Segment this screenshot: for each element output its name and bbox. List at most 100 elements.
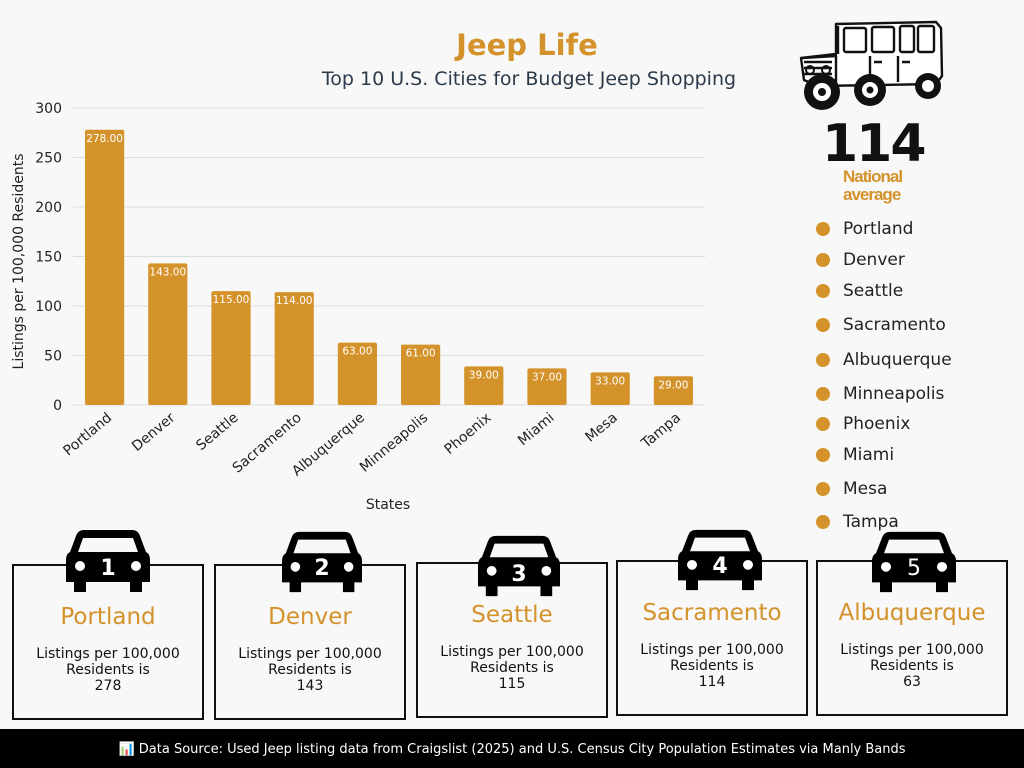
- car-icon-shape: [478, 535, 560, 597]
- rank-number: 3: [511, 562, 527, 587]
- bar: [85, 129, 125, 405]
- data-label: 63.00: [342, 346, 372, 358]
- card-city: Portland: [60, 604, 156, 630]
- rank-number: 1: [100, 556, 116, 581]
- rank-card: Albuquerque Listings per 100,000 Residen…: [816, 560, 1008, 716]
- bar: [401, 344, 441, 405]
- legend-label: Phoenix: [843, 414, 911, 434]
- legend-item: Minneapolis: [816, 384, 944, 404]
- card-line2: Residents is: [670, 658, 754, 674]
- car-icon-shape: [678, 529, 762, 591]
- data-label: 39.00: [469, 369, 499, 381]
- legend-label: Miami: [843, 445, 895, 465]
- bar: [590, 372, 630, 405]
- y-tick-label: 50: [44, 349, 62, 365]
- card-value: 278: [94, 678, 122, 694]
- legend-label: Minneapolis: [843, 384, 945, 404]
- rank-number: 4: [712, 554, 728, 579]
- card-line1: Listings per 100,000: [640, 642, 784, 658]
- card-line1: Listings per 100,000: [36, 646, 180, 662]
- x-tick-label: Denver: [129, 410, 178, 455]
- bar: [148, 263, 188, 405]
- data-label: 143.00: [149, 266, 186, 278]
- x-tick-label: Mesa: [582, 410, 620, 446]
- national-average-label-line2: average: [843, 185, 901, 204]
- y-tick-label: 150: [35, 250, 62, 266]
- national-average-label: National average: [843, 167, 903, 204]
- y-axis-label: Listings per 100,000 Residents: [11, 154, 27, 370]
- legend-dot: [816, 253, 830, 267]
- card-value: 63: [903, 674, 921, 690]
- data-label: 29.00: [658, 379, 688, 391]
- legend-label: Tampa: [843, 512, 899, 532]
- card-description: Listings per 100,000 Residents is 115: [418, 644, 606, 692]
- legend-dot: [816, 417, 830, 431]
- card-city: Denver: [268, 604, 352, 630]
- footer: 📊 Data Source: Used Jeep listing data fr…: [0, 729, 1024, 768]
- card-description: Listings per 100,000 Residents is 63: [818, 642, 1006, 690]
- bar: [464, 366, 504, 405]
- legend-dot: [816, 515, 830, 529]
- bar-chart-icon: 📊: [118, 742, 135, 757]
- x-tick-label: Tampa: [638, 410, 684, 452]
- x-tick-label: Phoenix: [442, 410, 495, 458]
- card-city: Albuquerque: [838, 600, 986, 626]
- card-line1: Listings per 100,000: [238, 646, 382, 662]
- page-title: Jeep Life: [456, 28, 598, 62]
- legend-item: Albuquerque: [816, 350, 952, 370]
- page-subtitle: Top 10 U.S. Cities for Budget Jeep Shopp…: [321, 68, 737, 90]
- data-label: 115.00: [213, 294, 250, 306]
- x-tick-label: Seattle: [193, 410, 241, 454]
- y-tick-label: 200: [35, 200, 62, 216]
- legend-item: Tampa: [816, 512, 899, 532]
- car-icon-shape: [872, 531, 956, 593]
- x-tick-label: Miami: [515, 410, 558, 449]
- bar: [337, 342, 377, 405]
- legend: Portland Denver Seattle Sacramento Albuq…: [816, 0, 1016, 540]
- data-label: 37.00: [532, 371, 562, 383]
- legend-label: Mesa: [843, 479, 888, 499]
- car-icon-shape: [66, 530, 150, 592]
- car-icon: 5: [872, 528, 956, 596]
- x-tick-label: Portland: [60, 410, 115, 460]
- card-value: 115: [498, 676, 526, 692]
- legend-item: Mesa: [816, 479, 887, 499]
- car-icon: 1: [66, 526, 150, 596]
- legend-item: Portland: [816, 219, 913, 239]
- car-icon: 4: [678, 526, 762, 594]
- legend-dot: [816, 448, 830, 462]
- bar: [211, 291, 251, 405]
- car-icon: 2: [282, 528, 362, 596]
- national-average-label-line1: National: [843, 167, 903, 186]
- legend-label: Sacramento: [843, 315, 946, 335]
- data-source-text: Data Source: Used Jeep listing data from…: [138, 742, 906, 757]
- card-description: Listings per 100,000 Residents is 278: [14, 646, 202, 694]
- card-line2: Residents is: [870, 658, 954, 674]
- card-line1: Listings per 100,000: [840, 642, 984, 658]
- card-line2: Residents is: [470, 660, 554, 676]
- x-axis-label: States: [366, 497, 410, 513]
- legend-item: Miami: [816, 445, 894, 465]
- legend-label: Seattle: [843, 281, 904, 301]
- legend-dot: [816, 387, 830, 401]
- legend-dot: [816, 482, 830, 496]
- legend-label: Albuquerque: [843, 350, 952, 370]
- card-line2: Residents is: [66, 662, 150, 678]
- national-average-value: 114: [822, 114, 927, 174]
- data-label: 278.00: [86, 133, 123, 145]
- card-line1: Listings per 100,000: [440, 644, 584, 660]
- card-city: Sacramento: [642, 600, 782, 626]
- y-tick-label: 250: [35, 151, 62, 167]
- legend-item: Seattle: [816, 281, 903, 301]
- legend-dot: [816, 353, 830, 367]
- y-tick-label: 100: [35, 299, 62, 315]
- bar-chart: 0 50 100 150 200 250 300 Listings per 100,000 R…: [11, 101, 705, 513]
- rank-number: 5: [907, 556, 921, 581]
- legend-item: Denver: [816, 250, 905, 270]
- legend-dot: [816, 284, 830, 298]
- data-label: 114.00: [276, 295, 313, 307]
- legend-label: Denver: [843, 250, 905, 270]
- rank-card: Denver Listings per 100,000 Residents is…: [214, 564, 406, 720]
- card-value: 114: [698, 674, 726, 690]
- data-label: 33.00: [595, 375, 625, 387]
